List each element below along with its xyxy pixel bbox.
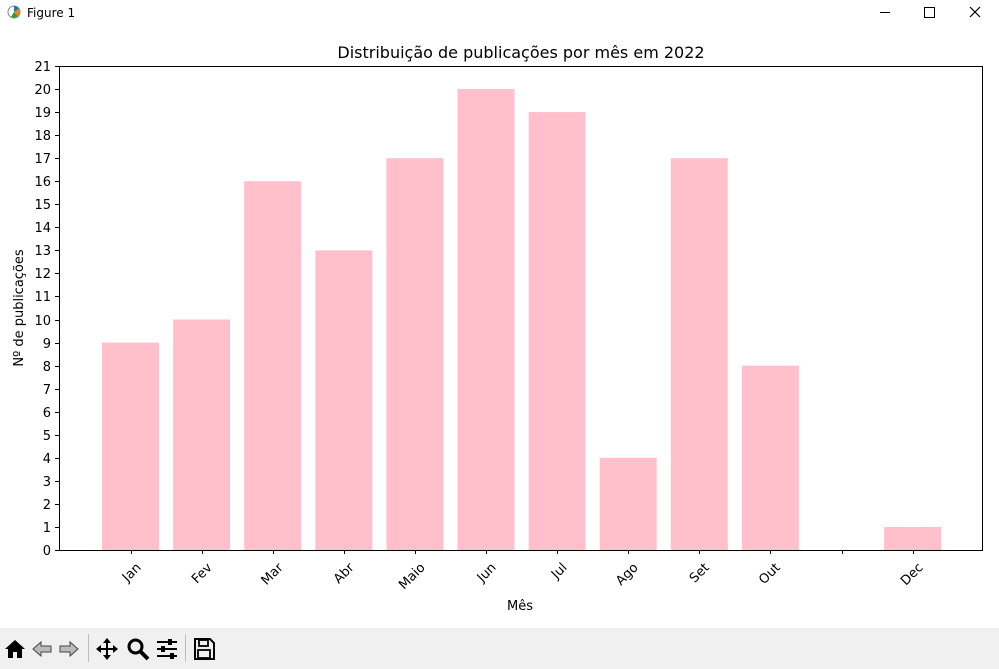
y-tick-label: 18: [34, 129, 51, 144]
figure-canvas: 0 1 2 3 4 5 6 7 8 9 10 11 12 13 14 15 16 17 18 19 20 21 Jan Fev…: [0, 26, 999, 628]
x-tick-label: Mar: [259, 560, 287, 588]
navigation-toolbar: [0, 628, 999, 669]
x-axis-label: Mês: [507, 599, 533, 614]
x-tick-label: Jul: [548, 560, 570, 582]
forward-icon[interactable]: [57, 637, 81, 661]
matplotlib-app-icon: [7, 5, 21, 19]
y-tick-label: 3: [43, 475, 51, 490]
y-tick-label: 10: [34, 314, 51, 329]
y-tick-label: 6: [43, 406, 51, 421]
back-icon[interactable]: [30, 637, 54, 661]
y-tick-label: 2: [43, 498, 51, 513]
window-title: Figure 1: [27, 6, 76, 20]
x-tick-label: Jun: [474, 560, 500, 586]
pan-icon[interactable]: [95, 637, 119, 661]
x-tick-label: Ago: [613, 560, 641, 588]
bar-Jul: [528, 112, 586, 550]
y-tick-label: 15: [34, 198, 51, 213]
window-titlebar: Figure 1: [0, 0, 999, 26]
y-tick-label: 8: [43, 360, 51, 375]
bar-Out: [741, 365, 799, 550]
y-tick-label: 5: [43, 429, 51, 444]
x-tick-label: Abr: [331, 560, 358, 587]
x-tick-label: Set: [687, 560, 713, 586]
minimize-button[interactable]: [862, 0, 908, 26]
y-tick-label: 17: [34, 152, 51, 167]
close-button[interactable]: [952, 0, 998, 26]
maximize-button[interactable]: [906, 0, 952, 26]
toolbar-separator: [185, 634, 186, 662]
x-tick-label: Fev: [189, 560, 216, 587]
close-icon: [969, 6, 981, 18]
bar-Mar: [244, 181, 302, 550]
y-tick-label: 1: [43, 521, 51, 536]
y-tick-label: 4: [43, 452, 51, 467]
y-tick-label: 12: [34, 267, 51, 282]
bar-Fev: [173, 319, 231, 550]
maximize-icon: [924, 7, 935, 18]
zoom-icon[interactable]: [126, 637, 150, 661]
y-tick-label: 13: [34, 244, 51, 259]
y-axis-label: Nº de publicações: [12, 249, 27, 367]
bar-Jun: [457, 89, 515, 551]
bar-Abr: [315, 250, 373, 550]
save-icon[interactable]: [192, 637, 216, 661]
x-tick-label: Out: [756, 560, 783, 587]
bar-Set: [670, 158, 728, 550]
y-tick-label: 0: [43, 544, 51, 559]
x-tick-label: Dec: [898, 560, 926, 588]
bar-Dec: [884, 526, 942, 550]
x-tick-label: Maio: [396, 560, 428, 592]
y-tick-label: 16: [34, 175, 51, 190]
home-icon[interactable]: [3, 637, 27, 661]
y-tick-label: 21: [34, 60, 51, 75]
y-tick-label: 9: [43, 337, 51, 352]
bar-Maio: [386, 158, 444, 550]
minimize-icon: [880, 12, 890, 13]
y-tick-label: 7: [43, 383, 51, 398]
x-tick-label: Jan: [119, 560, 144, 585]
y-tick-label: 11: [34, 290, 51, 305]
axes-frame: [59, 66, 983, 551]
chart-title: Distribuição de publicações por mês em 2…: [337, 43, 704, 62]
configure-subplots-icon[interactable]: [155, 637, 179, 661]
y-tick-label: 14: [34, 221, 51, 236]
bar-Ago: [599, 457, 657, 550]
y-tick-label: 20: [34, 83, 51, 98]
bar-Jan: [102, 342, 159, 550]
y-tick-label: 19: [34, 106, 51, 121]
toolbar-separator: [88, 634, 89, 662]
